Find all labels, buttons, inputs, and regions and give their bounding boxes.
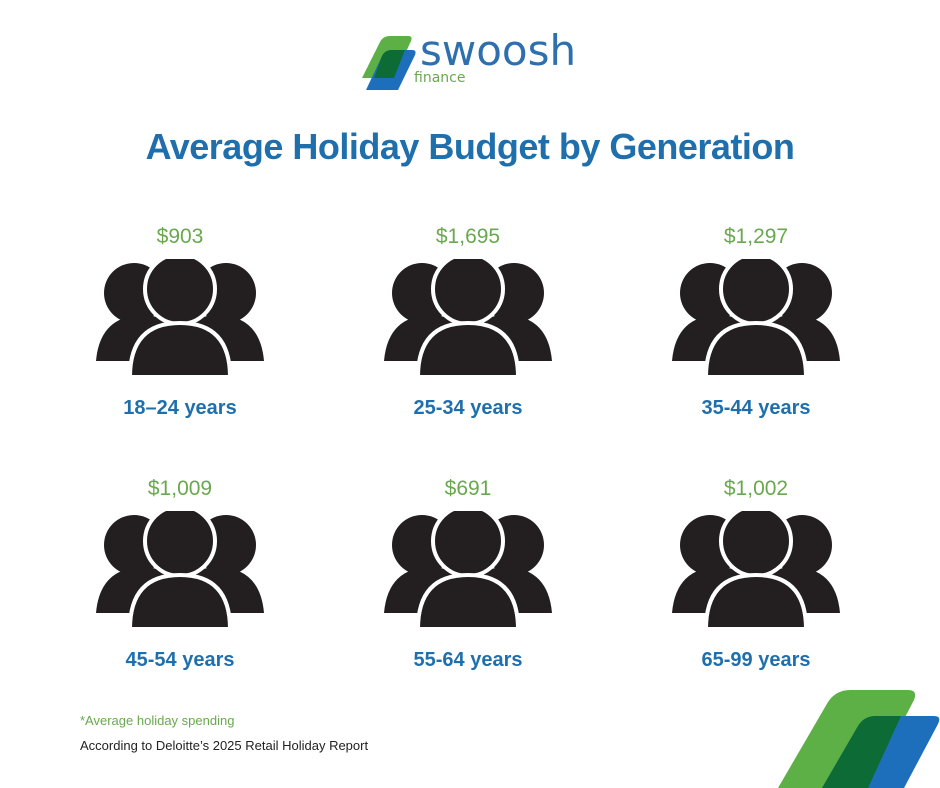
brand-logo: swoosh finance bbox=[360, 26, 580, 94]
swoosh-corner-graphic-icon bbox=[778, 690, 940, 788]
generation-card: $1,297 35-44 years bbox=[656, 223, 856, 420]
budget-amount: $1,002 bbox=[723, 477, 789, 500]
age-range-label: 65-99 years bbox=[701, 649, 811, 671]
people-group-icon bbox=[672, 511, 840, 629]
source-citation: According to Deloitte’s 2025 Retail Holi… bbox=[80, 738, 369, 753]
footnote: *Average holiday spending bbox=[80, 713, 235, 728]
brand-subname: finance bbox=[414, 70, 466, 86]
swoosh-logo-icon bbox=[362, 36, 416, 90]
generation-card: $1,009 45-54 years bbox=[80, 475, 280, 672]
budget-amount: $1,297 bbox=[723, 225, 789, 248]
page-title: Average Holiday Budget by Generation bbox=[145, 126, 795, 167]
brand-name: swoosh bbox=[420, 26, 577, 75]
budget-amount: $1,695 bbox=[435, 225, 501, 248]
generation-card: $1,695 25-34 years bbox=[368, 223, 568, 420]
budget-amount: $1,009 bbox=[147, 477, 213, 500]
age-range-label: 25-34 years bbox=[413, 397, 523, 419]
budget-amount: $903 bbox=[156, 225, 204, 248]
age-range-label: 55-64 years bbox=[413, 649, 523, 671]
generation-card: $1,002 65-99 years bbox=[656, 475, 856, 672]
people-group-icon bbox=[384, 259, 552, 377]
generation-card: $903 18–24 years bbox=[80, 223, 280, 420]
age-range-label: 45-54 years bbox=[125, 649, 235, 671]
generation-card: $691 55-64 years bbox=[368, 475, 568, 672]
people-group-icon bbox=[96, 511, 264, 629]
people-group-icon bbox=[672, 259, 840, 377]
people-group-icon bbox=[96, 259, 264, 377]
budget-amount: $691 bbox=[444, 477, 492, 500]
people-group-icon bbox=[384, 511, 552, 629]
age-range-label: 35-44 years bbox=[701, 397, 811, 419]
age-range-label: 18–24 years bbox=[123, 397, 237, 419]
